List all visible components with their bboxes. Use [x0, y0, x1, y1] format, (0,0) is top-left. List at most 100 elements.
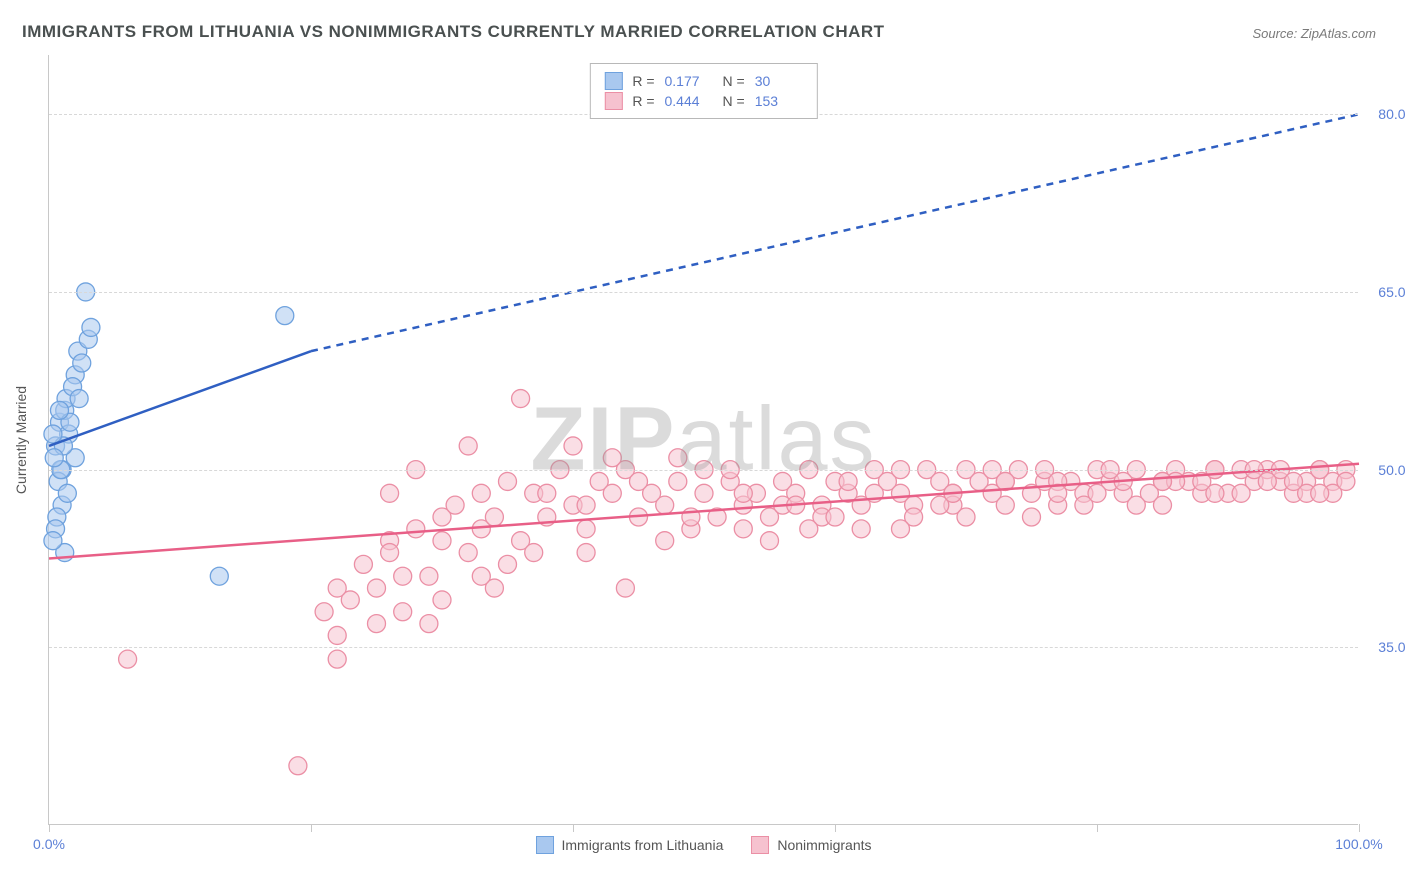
data-point: [1232, 484, 1250, 502]
x-tick: [573, 824, 574, 832]
data-point: [1285, 472, 1303, 490]
data-point: [656, 496, 674, 514]
data-point: [1337, 472, 1355, 490]
data-point: [472, 567, 490, 585]
data-point: [734, 520, 752, 538]
legend-r-label: R =: [632, 73, 654, 89]
legend-item-blue: Immigrants from Lithuania: [536, 836, 724, 854]
x-tick-label: 100.0%: [1335, 836, 1382, 852]
data-point: [485, 508, 503, 526]
legend-r-value: 0.444: [665, 93, 713, 109]
data-point: [577, 520, 595, 538]
data-point: [826, 508, 844, 526]
legend-n-value: 30: [755, 73, 803, 89]
data-point: [368, 579, 386, 597]
data-point: [276, 307, 294, 325]
chart-title: IMMIGRANTS FROM LITHUANIA VS NONIMMIGRAN…: [22, 22, 885, 42]
data-point: [381, 484, 399, 502]
legend-swatch-blue: [536, 836, 554, 854]
legend-r-label: R =: [632, 93, 654, 109]
legend-r-value: 0.177: [665, 73, 713, 89]
data-point: [1206, 484, 1224, 502]
legend-stats: R = 0.177 N = 30 R = 0.444 N = 153: [589, 63, 817, 119]
data-point: [459, 544, 477, 562]
data-point: [603, 449, 621, 467]
legend-swatch-pink: [751, 836, 769, 854]
data-point: [957, 508, 975, 526]
data-point: [420, 567, 438, 585]
data-point: [656, 532, 674, 550]
data-point: [394, 567, 412, 585]
data-point: [50, 401, 68, 419]
data-point: [210, 567, 228, 585]
data-point: [734, 484, 752, 502]
legend-swatch-pink: [604, 92, 622, 110]
data-point: [289, 757, 307, 775]
data-point: [512, 390, 530, 408]
data-point: [328, 626, 346, 644]
legend-stats-row-pink: R = 0.444 N = 153: [604, 92, 802, 110]
scatter-svg: [49, 55, 1358, 824]
data-point: [669, 449, 687, 467]
data-point: [354, 555, 372, 573]
legend-series: Immigrants from Lithuania Nonimmigrants: [536, 836, 872, 854]
y-axis-title: Currently Married: [13, 385, 29, 493]
legend-n-label: N =: [723, 73, 745, 89]
source-label: Source: ZipAtlas.com: [1252, 26, 1376, 41]
y-tick-label: 35.0%: [1378, 639, 1406, 655]
data-point: [420, 615, 438, 633]
x-tick: [1097, 824, 1098, 832]
data-point: [603, 484, 621, 502]
legend-swatch-blue: [604, 72, 622, 90]
x-tick: [49, 824, 50, 832]
x-tick: [1359, 824, 1360, 832]
data-point: [852, 520, 870, 538]
data-point: [119, 650, 137, 668]
gridline: [49, 470, 1358, 471]
data-point: [1088, 484, 1106, 502]
x-tick: [835, 824, 836, 832]
data-point: [44, 425, 62, 443]
data-point: [577, 544, 595, 562]
legend-n-value: 153: [755, 93, 803, 109]
data-point: [577, 496, 595, 514]
data-point: [695, 484, 713, 502]
data-point: [630, 472, 648, 490]
legend-label: Immigrants from Lithuania: [562, 837, 724, 853]
legend-stats-row-blue: R = 0.177 N = 30: [604, 72, 802, 90]
data-point: [82, 318, 100, 336]
legend-item-pink: Nonimmigrants: [751, 836, 871, 854]
data-point: [761, 532, 779, 550]
data-point: [315, 603, 333, 621]
data-point: [44, 532, 62, 550]
data-point: [669, 472, 687, 490]
data-point: [1258, 472, 1276, 490]
trend-line: [311, 114, 1359, 351]
data-point: [73, 354, 91, 372]
data-point: [1154, 472, 1172, 490]
data-point: [381, 544, 399, 562]
data-point: [499, 555, 517, 573]
data-point: [1311, 484, 1329, 502]
y-tick-label: 80.0%: [1378, 106, 1406, 122]
x-tick-label: 0.0%: [33, 836, 65, 852]
data-point: [328, 650, 346, 668]
data-point: [328, 579, 346, 597]
data-point: [433, 532, 451, 550]
data-point: [538, 484, 556, 502]
data-point: [368, 615, 386, 633]
data-point: [525, 544, 543, 562]
data-point: [892, 520, 910, 538]
data-point: [433, 591, 451, 609]
y-tick-label: 50.0%: [1378, 462, 1406, 478]
data-point: [472, 484, 490, 502]
data-point: [45, 449, 63, 467]
legend-label: Nonimmigrants: [777, 837, 871, 853]
data-point: [1023, 508, 1041, 526]
data-point: [58, 484, 76, 502]
data-point: [499, 472, 517, 490]
data-point: [70, 390, 88, 408]
data-point: [459, 437, 477, 455]
data-point: [1127, 496, 1145, 514]
data-point: [839, 472, 857, 490]
